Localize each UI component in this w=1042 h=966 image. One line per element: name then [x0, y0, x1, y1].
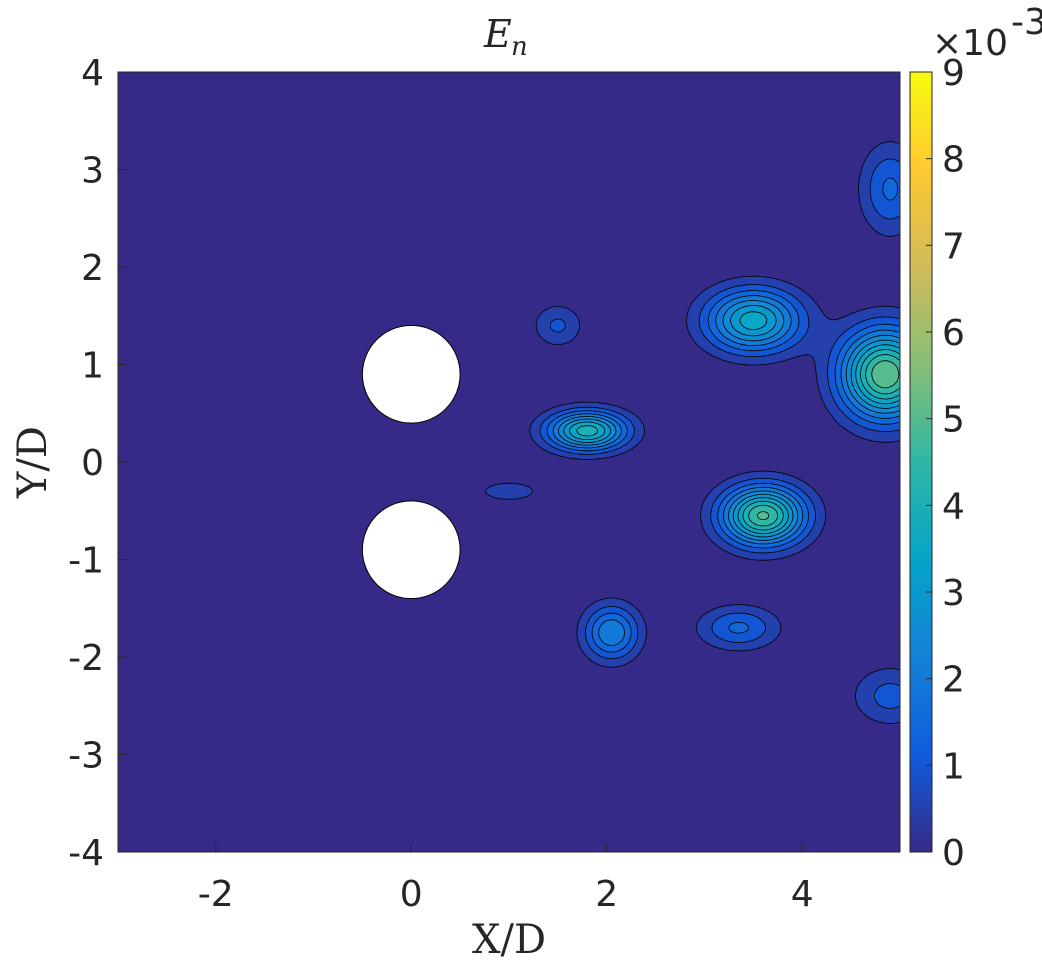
title-subscript: n — [511, 32, 528, 62]
contour-lines — [485, 141, 900, 724]
cylinder — [361, 324, 461, 424]
cylinder — [361, 500, 461, 600]
contour-line — [748, 354, 900, 527]
contour-line — [563, 305, 900, 538]
colorbar-tick-label: 3 — [942, 573, 965, 614]
contour-line — [757, 360, 900, 520]
contour-line — [546, 177, 900, 653]
colorbar-tick-label: 0 — [942, 833, 965, 874]
colorbar-tick-label: 6 — [942, 313, 965, 354]
y-tick-label: 4 — [81, 53, 104, 94]
y-tick-label: 2 — [81, 248, 104, 289]
x-tick-label: 0 — [400, 874, 423, 915]
colorbar-tick-label: 1 — [942, 746, 965, 787]
cylinders — [361, 324, 461, 600]
y-tick-label: -2 — [68, 638, 104, 679]
y-tick-label: 0 — [81, 443, 104, 484]
y-tick-label: 3 — [81, 151, 104, 192]
x-axis-label: X/D — [472, 917, 546, 963]
colorbar-tick-label: 7 — [942, 226, 965, 267]
contour-line — [558, 300, 900, 541]
colorbar: 9 8 7 6 5 4 3 2 1 0 ×10 -3 — [909, 2, 1042, 874]
contour-line — [576, 349, 900, 531]
contour-line — [485, 141, 900, 724]
contour-fill — [118, 72, 900, 852]
colorbar-multiplier-base: ×10 — [932, 23, 1008, 64]
colorbar-tick-label: 8 — [942, 140, 965, 181]
y-axis-label: Y/D — [10, 426, 56, 499]
x-tick-label: 2 — [595, 874, 618, 915]
plot-title: E n — [483, 12, 528, 62]
colorbar-ticks: 9 8 7 6 5 4 3 2 1 0 — [926, 53, 965, 874]
contour-line — [552, 295, 900, 646]
colorbar-multiplier-exponent: -3 — [1011, 2, 1042, 43]
y-tick-label: -4 — [68, 833, 104, 874]
colorbar-tick-label: 2 — [942, 660, 965, 701]
x-axis-ticks: -2 0 2 4 — [198, 844, 814, 915]
colorbar-multiplier: ×10 -3 — [932, 2, 1042, 64]
colorbar-tick-label: 5 — [942, 400, 965, 441]
y-tick-label: -1 — [68, 541, 104, 582]
colorbar-tick-label: 4 — [942, 486, 965, 527]
contour-line — [569, 311, 900, 534]
colorbar-gradient — [909, 71, 933, 853]
y-axis-ticks: 4 3 2 1 0 -1 -2 -3 -4 — [68, 53, 126, 874]
x-tick-label: 4 — [791, 874, 814, 915]
y-tick-label: 1 — [81, 346, 104, 387]
title-base: E — [483, 12, 512, 56]
x-tick-label: -2 — [198, 874, 234, 915]
colorbar-tick-label: 9 — [942, 53, 965, 94]
y-tick-label: -3 — [68, 736, 104, 777]
contour-line — [539, 158, 900, 709]
plot-area — [118, 72, 900, 852]
